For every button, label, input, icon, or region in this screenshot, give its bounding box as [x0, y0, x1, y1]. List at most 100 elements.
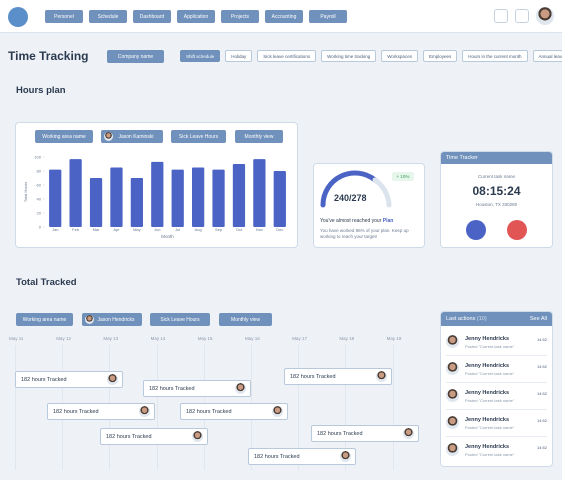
date-line — [392, 345, 394, 470]
nav-button[interactable]: Payroll — [309, 10, 347, 23]
bar — [273, 171, 286, 227]
tab[interactable]: Holiday — [225, 50, 253, 62]
action-avatar — [446, 443, 459, 456]
user-avatar[interactable] — [536, 7, 554, 25]
tracked-entry[interactable]: 182 hours Tracked — [180, 403, 288, 420]
bar — [89, 178, 103, 227]
filter-select[interactable]: Jason Hendricks — [82, 313, 142, 326]
action-time: 14:52 — [537, 445, 548, 450]
play-button[interactable] — [466, 220, 486, 240]
filter-select[interactable]: Monthly view — [219, 313, 272, 326]
tab[interactable]: Employees — [422, 50, 458, 62]
date-line — [298, 345, 300, 470]
plan-text: You've almost reached your Plan — [320, 218, 393, 224]
tab[interactable]: Shift schedule — [180, 50, 221, 62]
tab[interactable]: Hours in the current month — [462, 50, 528, 62]
filter-select[interactable]: Jason Kaminski — [101, 130, 163, 143]
tracked-entry[interactable]: 182 hours Tracked — [284, 368, 392, 385]
x-tick-label: Apr — [113, 227, 120, 232]
divider — [446, 382, 547, 383]
filter-avatar — [104, 132, 113, 141]
logo[interactable] — [8, 7, 28, 27]
nav-button[interactable]: Accounting — [265, 10, 303, 23]
entry-avatar — [192, 431, 203, 442]
actions-count: (10) — [476, 316, 487, 322]
tab[interactable]: Working time tracking — [321, 50, 377, 62]
plan-highlight: Plan — [382, 218, 394, 224]
date-label: May 19 — [386, 336, 402, 341]
bar — [253, 159, 266, 227]
date-label: May 16 — [245, 336, 260, 341]
action-name: Jenny Hendricks — [465, 363, 510, 369]
entry-avatar — [235, 383, 246, 394]
date-line — [156, 345, 158, 470]
date-line — [345, 345, 347, 470]
action-avatar — [446, 389, 459, 402]
date-label: May 18 — [339, 336, 355, 341]
nav-button[interactable]: Application — [177, 10, 215, 23]
action-time: 14:52 — [537, 391, 548, 396]
date-line — [15, 345, 16, 470]
filter-select[interactable]: Sick Leave Hours — [150, 313, 210, 326]
filter-avatar — [85, 315, 94, 324]
action-text: Posted "Current task name" — [465, 371, 515, 376]
action-text: Posted "Current task name" — [465, 452, 515, 457]
date-label: May 13 — [103, 336, 119, 341]
date-label: May 14 — [150, 336, 166, 341]
actions-header: Last actions (10) See All — [441, 312, 552, 326]
action-text: Posted "Current task name" — [465, 425, 515, 430]
nav-button[interactable]: Schedule — [89, 10, 127, 23]
gauge-arc — [320, 170, 378, 208]
x-tick-label: Oct — [236, 227, 243, 232]
tracked-entry[interactable]: 182 hours Tracked — [100, 428, 208, 445]
entry-avatar — [340, 451, 351, 462]
bar — [130, 178, 143, 227]
y-tick-label: 20 — [37, 211, 42, 216]
action-name: Jenny Hendricks — [465, 390, 510, 396]
nav-button[interactable]: Projects — [221, 10, 259, 23]
bar — [212, 169, 225, 227]
tracker-card: Time Tracker — [440, 151, 553, 248]
entry-avatar — [107, 374, 118, 385]
gauge — [320, 170, 392, 208]
nav-button[interactable]: Dashboard — [133, 10, 171, 23]
action-text: Posted "Current task name" — [465, 344, 515, 349]
action-name: Jenny Hendricks — [465, 336, 510, 342]
tab[interactable]: Workspaces — [381, 50, 418, 62]
tracked-entry[interactable]: 182 hours Tracked — [47, 403, 155, 420]
x-tick-label: Feb — [72, 227, 80, 232]
action-avatar — [446, 416, 459, 429]
filter-select[interactable]: Working area name — [35, 130, 93, 143]
x-tick-label: Dec — [276, 227, 283, 232]
tracked-entry[interactable]: 182 hours Tracked — [143, 380, 251, 397]
filter-select[interactable]: Monthly view — [235, 130, 283, 143]
tracked-entry[interactable]: 182 hours Tracked — [15, 371, 123, 388]
filter-select[interactable]: Working area name — [16, 313, 73, 326]
y-axis-label: Total Hours — [23, 182, 28, 202]
tab[interactable]: Sick leave certifications — [257, 50, 317, 62]
filter-select[interactable]: Sick Leave Hours — [171, 130, 226, 143]
bar — [49, 169, 62, 227]
tracked-entry[interactable]: 182 hours Tracked — [311, 425, 419, 442]
company-select[interactable]: Company name — [107, 50, 164, 63]
tabs: Shift schedule Holiday Sick leave certific… — [180, 50, 562, 62]
nav-button[interactable]: Personel — [45, 10, 83, 23]
action-avatar — [446, 362, 459, 375]
y-tick-label: 0 — [39, 225, 42, 230]
tab[interactable]: Annual leave — [532, 50, 562, 62]
badge: + 10% — [392, 172, 414, 181]
tracked-entry[interactable]: 182 hours Tracked — [248, 448, 356, 465]
action-avatar — [446, 335, 459, 348]
x-tick-label: Sep — [215, 227, 223, 232]
search[interactable] — [515, 9, 529, 23]
bar — [232, 164, 246, 227]
action-time: 14:52 — [537, 418, 548, 423]
page-title: Time Tracking — [8, 49, 89, 63]
action-name: Jenny Hendricks — [465, 417, 510, 423]
bar — [192, 167, 205, 227]
see-all[interactable]: See All — [529, 316, 547, 322]
entry-avatar — [376, 371, 387, 382]
bell[interactable] — [494, 9, 508, 23]
stop-button[interactable] — [507, 220, 527, 240]
